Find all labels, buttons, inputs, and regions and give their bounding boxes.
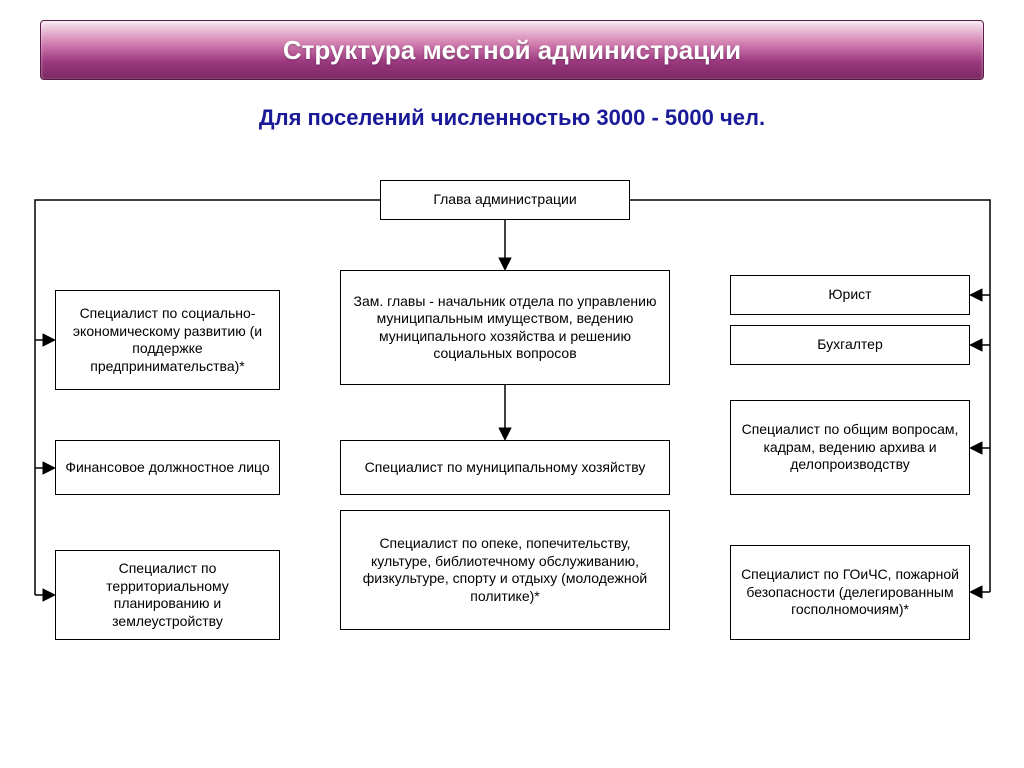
node-label: Глава администрации [433,191,576,209]
node-right3: Специалист по общим вопросам, кадрам, ве… [730,400,970,495]
node-label: Финансовое должностное лицо [65,459,269,477]
node-label: Специалист по общим вопросам, кадрам, ве… [739,421,961,474]
page-title: Структура местной администрации [283,35,741,66]
node-right1: Юрист [730,275,970,315]
node-right2: Бухгалтер [730,325,970,365]
node-center2: Специалист по муниципальному хозяйству [340,440,670,495]
node-label: Бухгалтер [817,336,882,354]
node-head: Глава администрации [380,180,630,220]
node-label: Специалист по опеке, попечительству, кул… [349,535,661,605]
node-label: Юрист [828,286,871,304]
node-left1: Специалист по социально-экономическому р… [55,290,280,390]
title-bar: Структура местной администрации [40,20,984,80]
node-deputy: Зам. главы - начальник отдела по управле… [340,270,670,385]
node-right4: Специалист по ГОиЧС, пожарной безопаснос… [730,545,970,640]
node-label: Специалист по ГОиЧС, пожарной безопаснос… [739,566,961,619]
node-label: Специалист по муниципальному хозяйству [365,459,646,477]
node-center3: Специалист по опеке, попечительству, кул… [340,510,670,630]
node-label: Зам. главы - начальник отдела по управле… [349,293,661,363]
node-left3: Специалист по территориальному планирова… [55,550,280,640]
node-label: Специалист по социально-экономическому р… [64,305,271,375]
node-label: Специалист по территориальному планирова… [64,560,271,630]
node-left2: Финансовое должностное лицо [55,440,280,495]
subtitle: Для поселений численностью 3000 - 5000 ч… [0,105,1024,131]
